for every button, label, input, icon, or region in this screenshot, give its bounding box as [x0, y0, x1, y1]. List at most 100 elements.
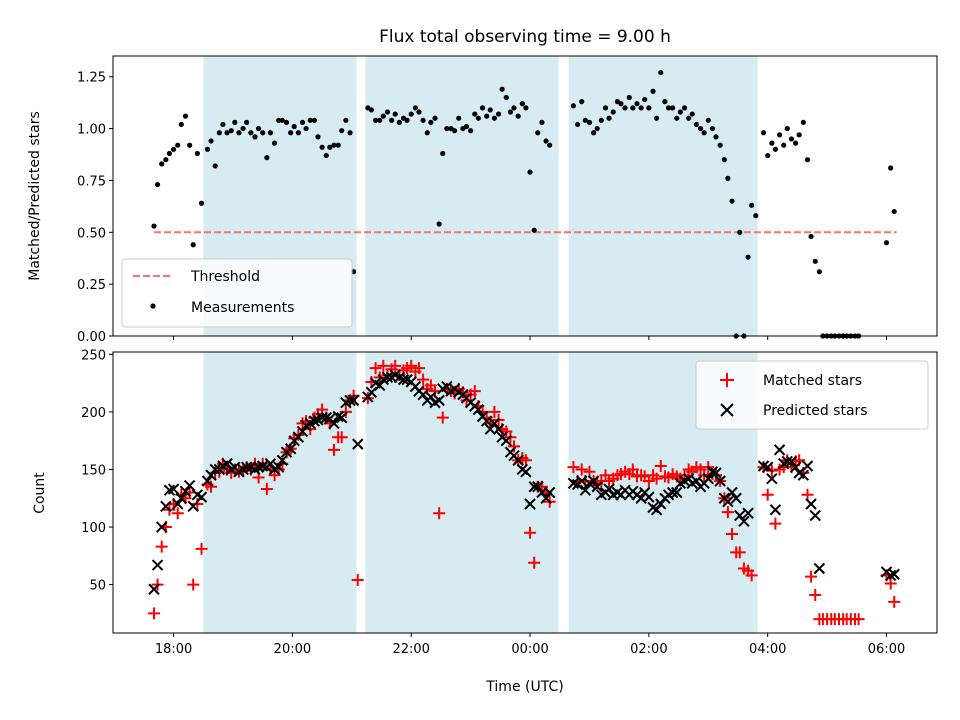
matched-stars-point [195, 542, 208, 555]
measurement-point [182, 113, 189, 119]
predicted-stars-point [702, 472, 714, 485]
measurement-point [187, 142, 193, 148]
measurement-point [368, 107, 375, 113]
measurement-point [499, 86, 505, 92]
measurement-point [582, 117, 588, 123]
predicted-stars-point [175, 492, 188, 504]
measurement-point [701, 130, 707, 136]
predicted-stars-point [734, 509, 746, 522]
measurement-point [591, 130, 597, 136]
measurement-point [638, 105, 644, 111]
measurement-point [377, 117, 383, 123]
measurement-point [677, 109, 683, 115]
top-y-axis-label: Matched/Predicted stars [27, 111, 43, 281]
measurement-point [721, 157, 727, 163]
matched-stars-point [369, 362, 382, 375]
predicted-stars-point [284, 443, 297, 455]
top-legend: Threshold Measurements [121, 258, 353, 328]
measurement-point [452, 128, 458, 134]
measurement-point [634, 101, 640, 107]
predicted-stars-point [785, 455, 798, 468]
predicted-stars-point [320, 411, 332, 424]
bottom-panel: 50 100 150 200 250 18:00 20:00 22:00 00:00 02:00… [32, 348, 938, 695]
y-tick-label: 150 [81, 463, 106, 478]
measurement-point [307, 117, 313, 123]
predicted-stars-point [714, 475, 726, 487]
predicted-stars-point [187, 500, 199, 513]
predicted-stars-point [328, 417, 340, 430]
observing-window-band [365, 56, 559, 336]
measurement-point [784, 125, 790, 132]
predicted-stars-point [650, 504, 663, 516]
measurement-point [658, 69, 664, 76]
matched-stars-point [433, 507, 446, 520]
predicted-stars-point [576, 475, 588, 487]
measurement-point [299, 119, 306, 125]
measurement-point [228, 128, 234, 134]
measurement-point [404, 117, 410, 123]
measurement-point [519, 101, 525, 107]
bottom-x-axis: 18:00 20:00 22:00 00:00 02:00 04:00 06:00 [155, 633, 905, 657]
predicted-stars-point [706, 466, 719, 478]
measurement-point [154, 181, 161, 188]
matched-stars-point [805, 570, 818, 583]
measurement-point [618, 101, 624, 107]
measurement-point [291, 123, 297, 130]
matched-stars-point [626, 463, 639, 476]
measurement-point [347, 130, 353, 136]
predicted-stars-point [524, 498, 536, 510]
measurement-point [737, 229, 743, 235]
predicted-stars-point [690, 475, 703, 487]
measurement-point [170, 146, 177, 152]
measurement-point [653, 115, 660, 121]
bottom-legend: Matched stars Predicted stars [695, 360, 929, 430]
predicted-stars-point [221, 458, 233, 470]
predicted-stars-point [205, 469, 217, 481]
bottom-observing-windows [203, 352, 758, 633]
predicted-stars-point [308, 415, 321, 427]
predicted-stars-point [520, 466, 532, 478]
measurement-point [311, 117, 317, 123]
matched-stars-point [508, 440, 521, 453]
predicted-stars-point [332, 410, 344, 423]
matched-stars-point [801, 488, 814, 501]
predicted-stars-point [151, 559, 164, 571]
matched-stars-point [328, 443, 341, 456]
matched-stars-point [733, 546, 746, 559]
x-tick-label: 00:00 [511, 642, 548, 657]
y-tick-label: 100 [81, 521, 106, 536]
measurement-point [255, 125, 262, 132]
measurement-point [190, 242, 196, 248]
predicted-stars-point [183, 479, 196, 492]
predicted-stars-point [805, 498, 817, 510]
predicted-stars-point [344, 394, 356, 407]
measurement-point [204, 146, 211, 152]
measurement-point [276, 117, 282, 123]
predicted-stars-point [417, 388, 429, 401]
measurement-point [412, 105, 418, 111]
bottom-axes-frame [112, 351, 938, 634]
predicted-stars-point [591, 481, 603, 493]
measurement-point [416, 109, 422, 115]
predicted-stars-point [587, 475, 600, 487]
measurement-point [808, 233, 814, 240]
observing-window-band [365, 352, 559, 633]
measurement-point [686, 115, 692, 121]
matched-stars-point [654, 460, 667, 473]
measurement-point [713, 134, 719, 140]
measurement-point [527, 169, 533, 175]
predicted-stars-point [726, 486, 738, 499]
measurement-point [440, 150, 446, 157]
measurement-point [283, 119, 290, 125]
matched-stars-point [377, 359, 390, 372]
measurement-point [705, 117, 711, 123]
bottom-y-axis-label: Count [32, 472, 48, 514]
predicted-stars-point [655, 498, 667, 510]
predicted-stars-point [769, 504, 782, 516]
measurement-point [495, 111, 502, 117]
measurement-point [788, 136, 795, 142]
matched-stars-point [524, 526, 537, 539]
predicted-stars-point [209, 463, 221, 476]
predicted-stars-point [888, 568, 900, 580]
y-tick-label: 200 [81, 406, 106, 421]
